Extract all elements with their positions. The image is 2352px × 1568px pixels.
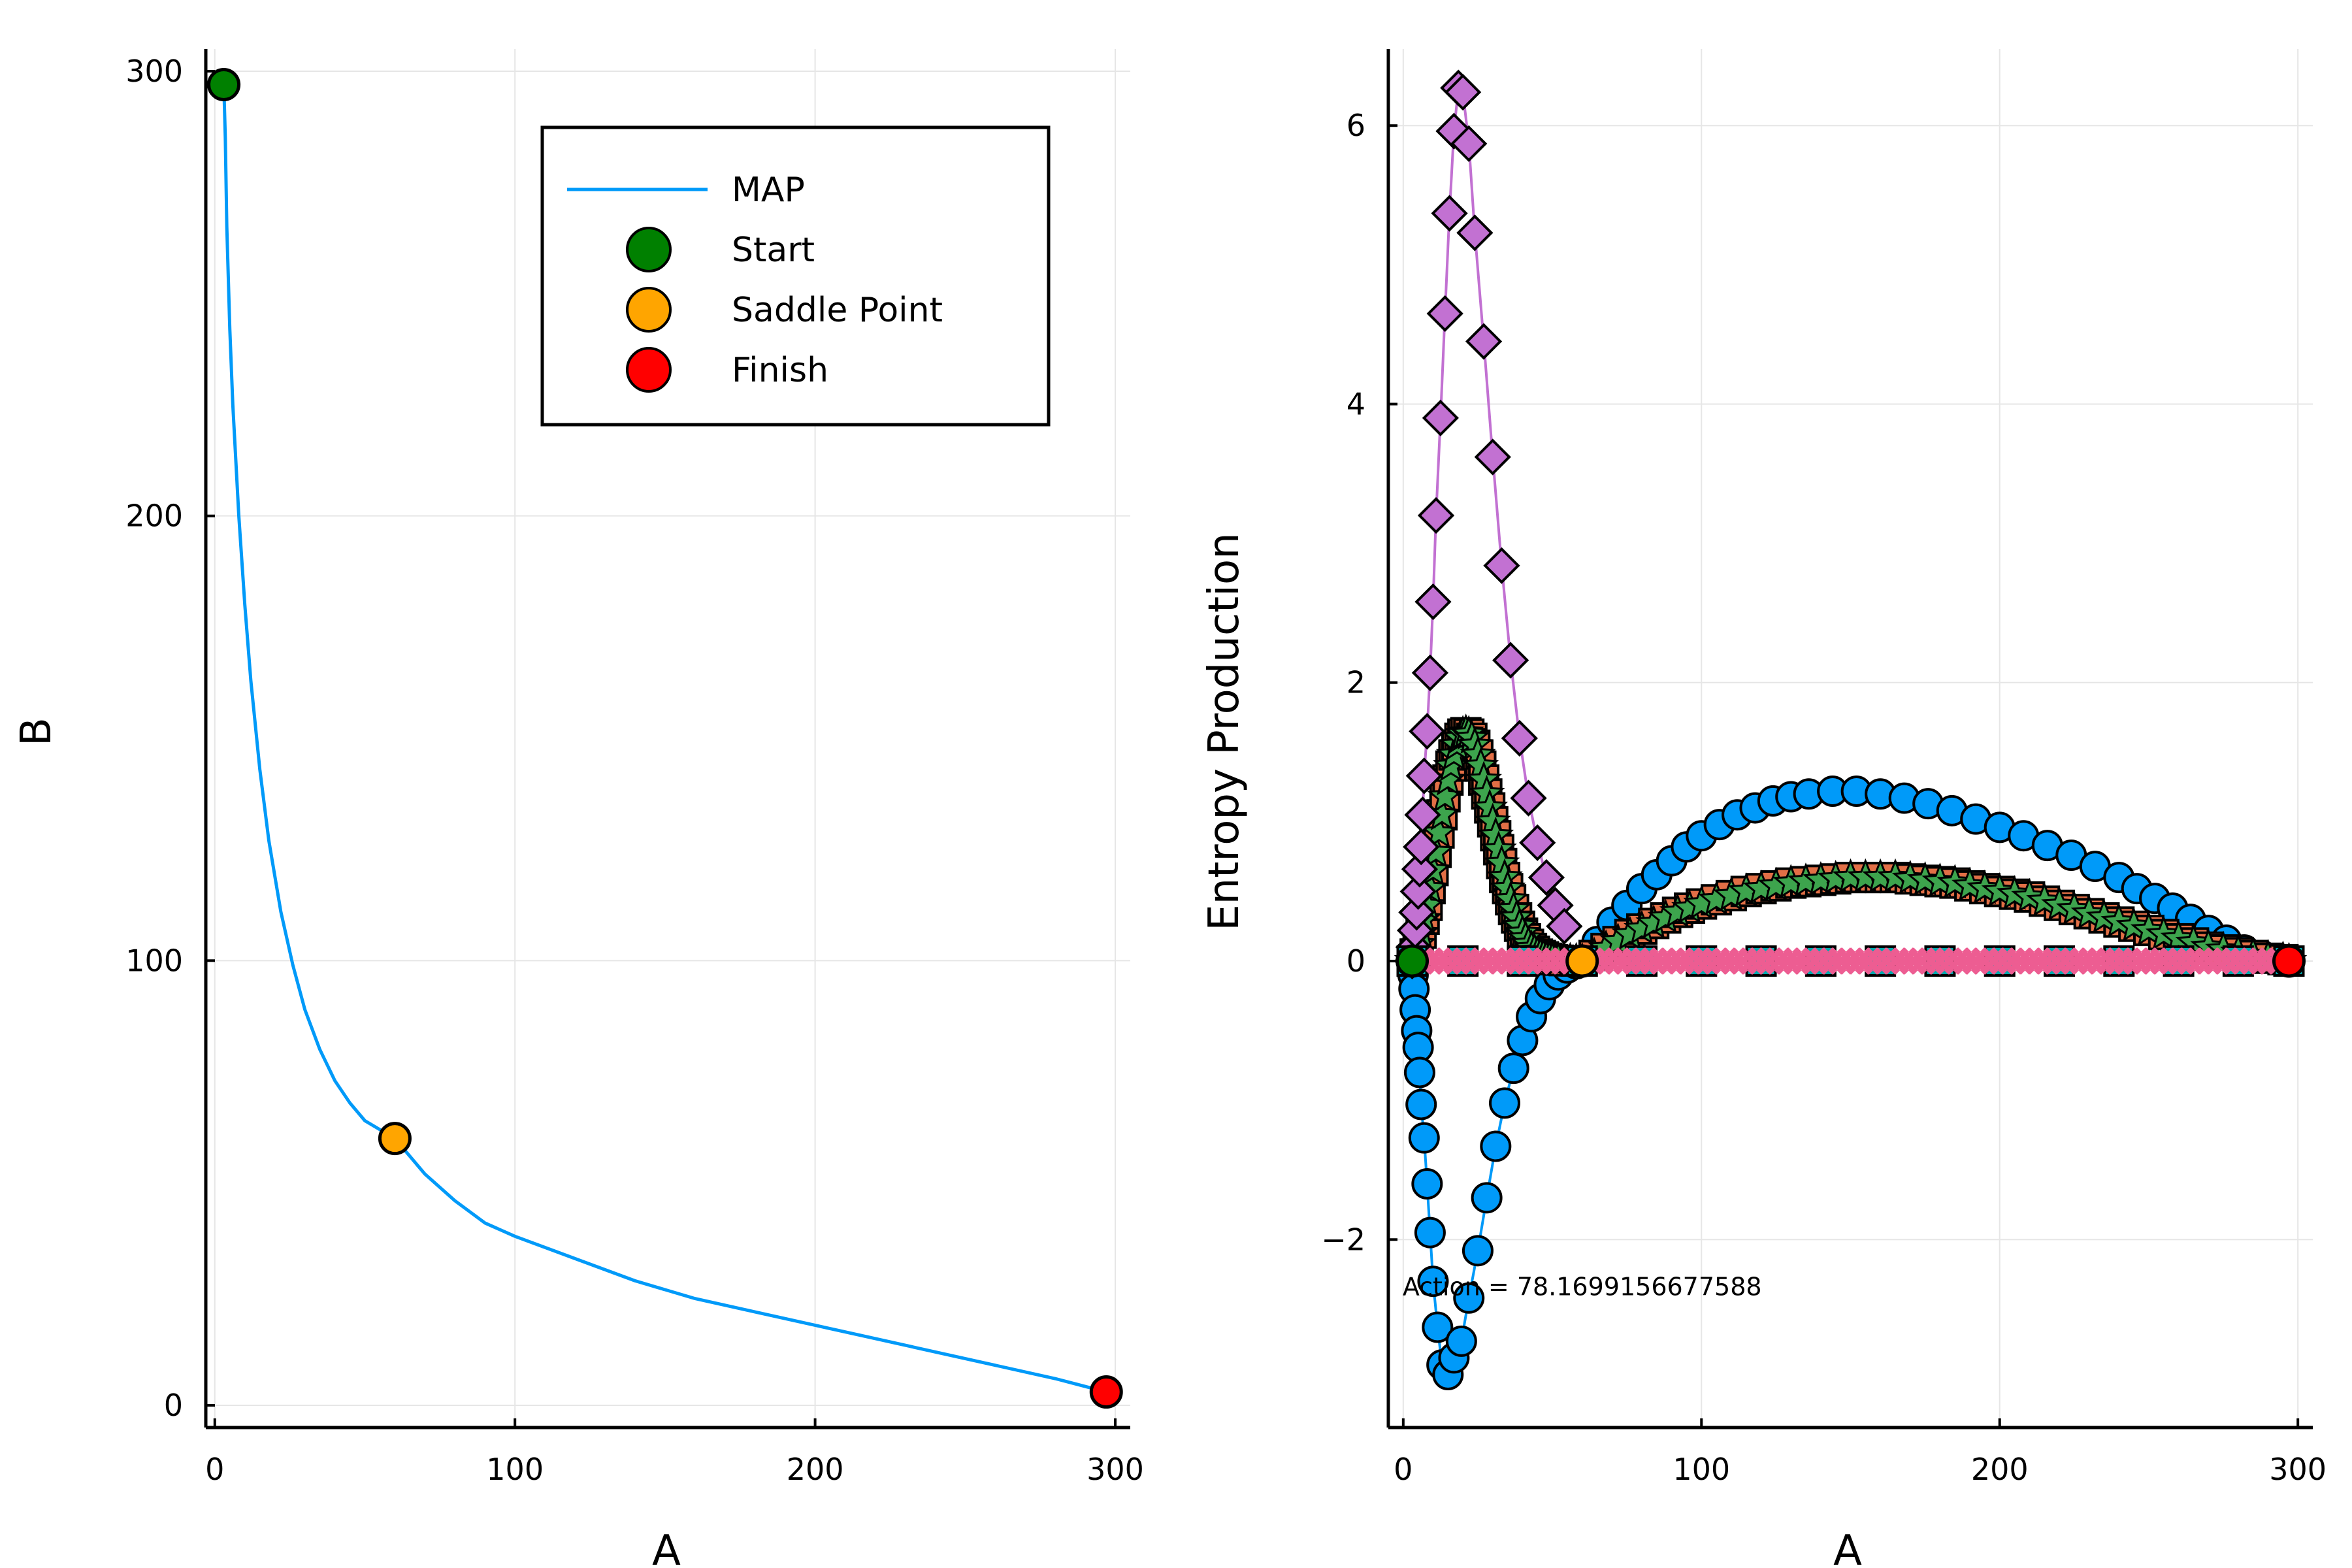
left-x-tick-label-200: 200	[787, 1452, 844, 1487]
legend-entry-finish: Finish	[626, 347, 828, 393]
series-1-point	[1445, 1325, 1477, 1357]
series-1-point	[1462, 1235, 1494, 1267]
right-y-tick-label-2: −2	[1321, 1222, 1365, 1257]
right-y-tick-label-4: 4	[1347, 386, 1365, 421]
action-annotation: Action = 78.1699156677588	[1403, 1273, 1762, 1301]
left-y-tick-label-200: 200	[125, 498, 183, 534]
series-1-point	[1411, 1168, 1443, 1200]
start-marker	[207, 67, 241, 101]
series-4-point	[1417, 497, 1455, 534]
legend: MAP Start Saddle Point Finish	[540, 125, 1051, 427]
series-1-point	[1453, 1282, 1485, 1314]
right-y-tick-label-2: 2	[1347, 665, 1365, 700]
left-axes	[204, 49, 1130, 1429]
legend-swatch-saddle-point	[626, 287, 672, 333]
series-1-point	[1422, 1311, 1454, 1343]
left-y-tick-label-300: 300	[125, 54, 183, 89]
right-y-tick-label-6: 6	[1347, 108, 1365, 143]
series-4-point	[1411, 654, 1449, 691]
series-4-point	[1414, 583, 1452, 621]
right-x-tick-label-300: 300	[2269, 1452, 2327, 1487]
entropy-production-panel: 0 100 200 300 −2 0 2 4 6 A Entropy Production Ac…	[1200, 49, 2327, 1568]
right-tick-labels: 0 100 200 300 −2 0 2 4 6	[1321, 108, 2327, 1487]
left-y-axis-label: B	[12, 717, 61, 746]
series-4-point	[1492, 642, 1529, 679]
series-4-point	[1431, 195, 1468, 232]
series-4-point	[1409, 713, 1446, 750]
map-path-panel: 0 100 200 300 0 100 200 300 A B MAP Start Saddl…	[12, 49, 1144, 1568]
series-1-point	[1408, 1122, 1440, 1154]
left-x-tick-label-0: 0	[205, 1452, 224, 1487]
series-1-point	[1405, 1088, 1437, 1120]
left-x-tick-label-100: 100	[486, 1452, 544, 1487]
series-4-point	[1426, 295, 1463, 333]
left-x-tick-label-300: 300	[1086, 1452, 1144, 1487]
series-4-point	[1405, 757, 1443, 794]
left-y-tick-label-100: 100	[125, 943, 183, 978]
series-1-point	[1497, 1053, 1529, 1085]
series-1-point	[1489, 1087, 1521, 1119]
series-4-point	[1519, 824, 1556, 861]
series-4-point	[1546, 907, 1583, 945]
legend-swatch-finish	[626, 347, 672, 393]
series-1-point	[1480, 1130, 1512, 1162]
legend-label-start: Start	[732, 231, 815, 270]
right-plot-area	[1394, 69, 2308, 1391]
series-1-point	[1414, 1217, 1446, 1249]
right-x-axis-label: A	[1833, 1527, 1862, 1568]
series-4-point	[1444, 73, 1482, 111]
series-4-point	[1510, 779, 1547, 817]
legend-entry-saddle-point: Saddle Point	[626, 287, 943, 333]
series-4-point	[1398, 894, 1435, 931]
legend-label-saddle-point: Saddle Point	[732, 291, 943, 330]
saddle-point-marker	[1565, 944, 1599, 978]
legend-label-map: MAP	[732, 171, 805, 210]
saddle-point-marker	[378, 1122, 412, 1156]
series-4-point	[1501, 719, 1538, 757]
map-path-line	[222, 84, 1107, 1394]
series-1-point	[1403, 1056, 1435, 1088]
left-plot-area	[207, 67, 1123, 1409]
series-4-point	[1450, 125, 1488, 163]
series-1-point	[1471, 1182, 1503, 1214]
series-4-point	[1399, 873, 1437, 910]
legend-entry-map: MAP	[567, 171, 805, 210]
legend-swatch-start	[626, 227, 672, 272]
left-y-tick-label-0: 0	[164, 1388, 183, 1423]
series-4-point	[1465, 323, 1503, 360]
legend-entry-start: Start	[626, 227, 815, 272]
series-4-point	[1527, 859, 1565, 896]
legend-label-finish: Finish	[732, 351, 828, 390]
series-4-point	[1483, 547, 1520, 584]
right-x-tick-label-100: 100	[1673, 1452, 1730, 1487]
right-x-tick-label-0: 0	[1394, 1452, 1413, 1487]
series-4-point	[1401, 851, 1439, 888]
right-x-tick-label-200: 200	[1971, 1452, 2029, 1487]
right-y-axis-label: Entropy Production	[1200, 532, 1249, 931]
series-4-point	[1474, 438, 1511, 476]
series-4-point	[1403, 828, 1440, 866]
start-marker	[1396, 944, 1429, 978]
left-tick-labels: 0 100 200 300 0 100 200 300	[125, 54, 1144, 1487]
series-4-point	[1456, 214, 1494, 252]
series-4-point	[1404, 796, 1441, 834]
finish-marker	[2272, 944, 2306, 978]
left-x-axis-label: A	[652, 1527, 681, 1568]
series-4-point	[1422, 399, 1460, 436]
finish-marker	[1089, 1375, 1123, 1409]
right-axes	[1386, 49, 2313, 1429]
right-y-tick-label-0: 0	[1347, 943, 1365, 979]
series-1-point	[1417, 1266, 1449, 1298]
